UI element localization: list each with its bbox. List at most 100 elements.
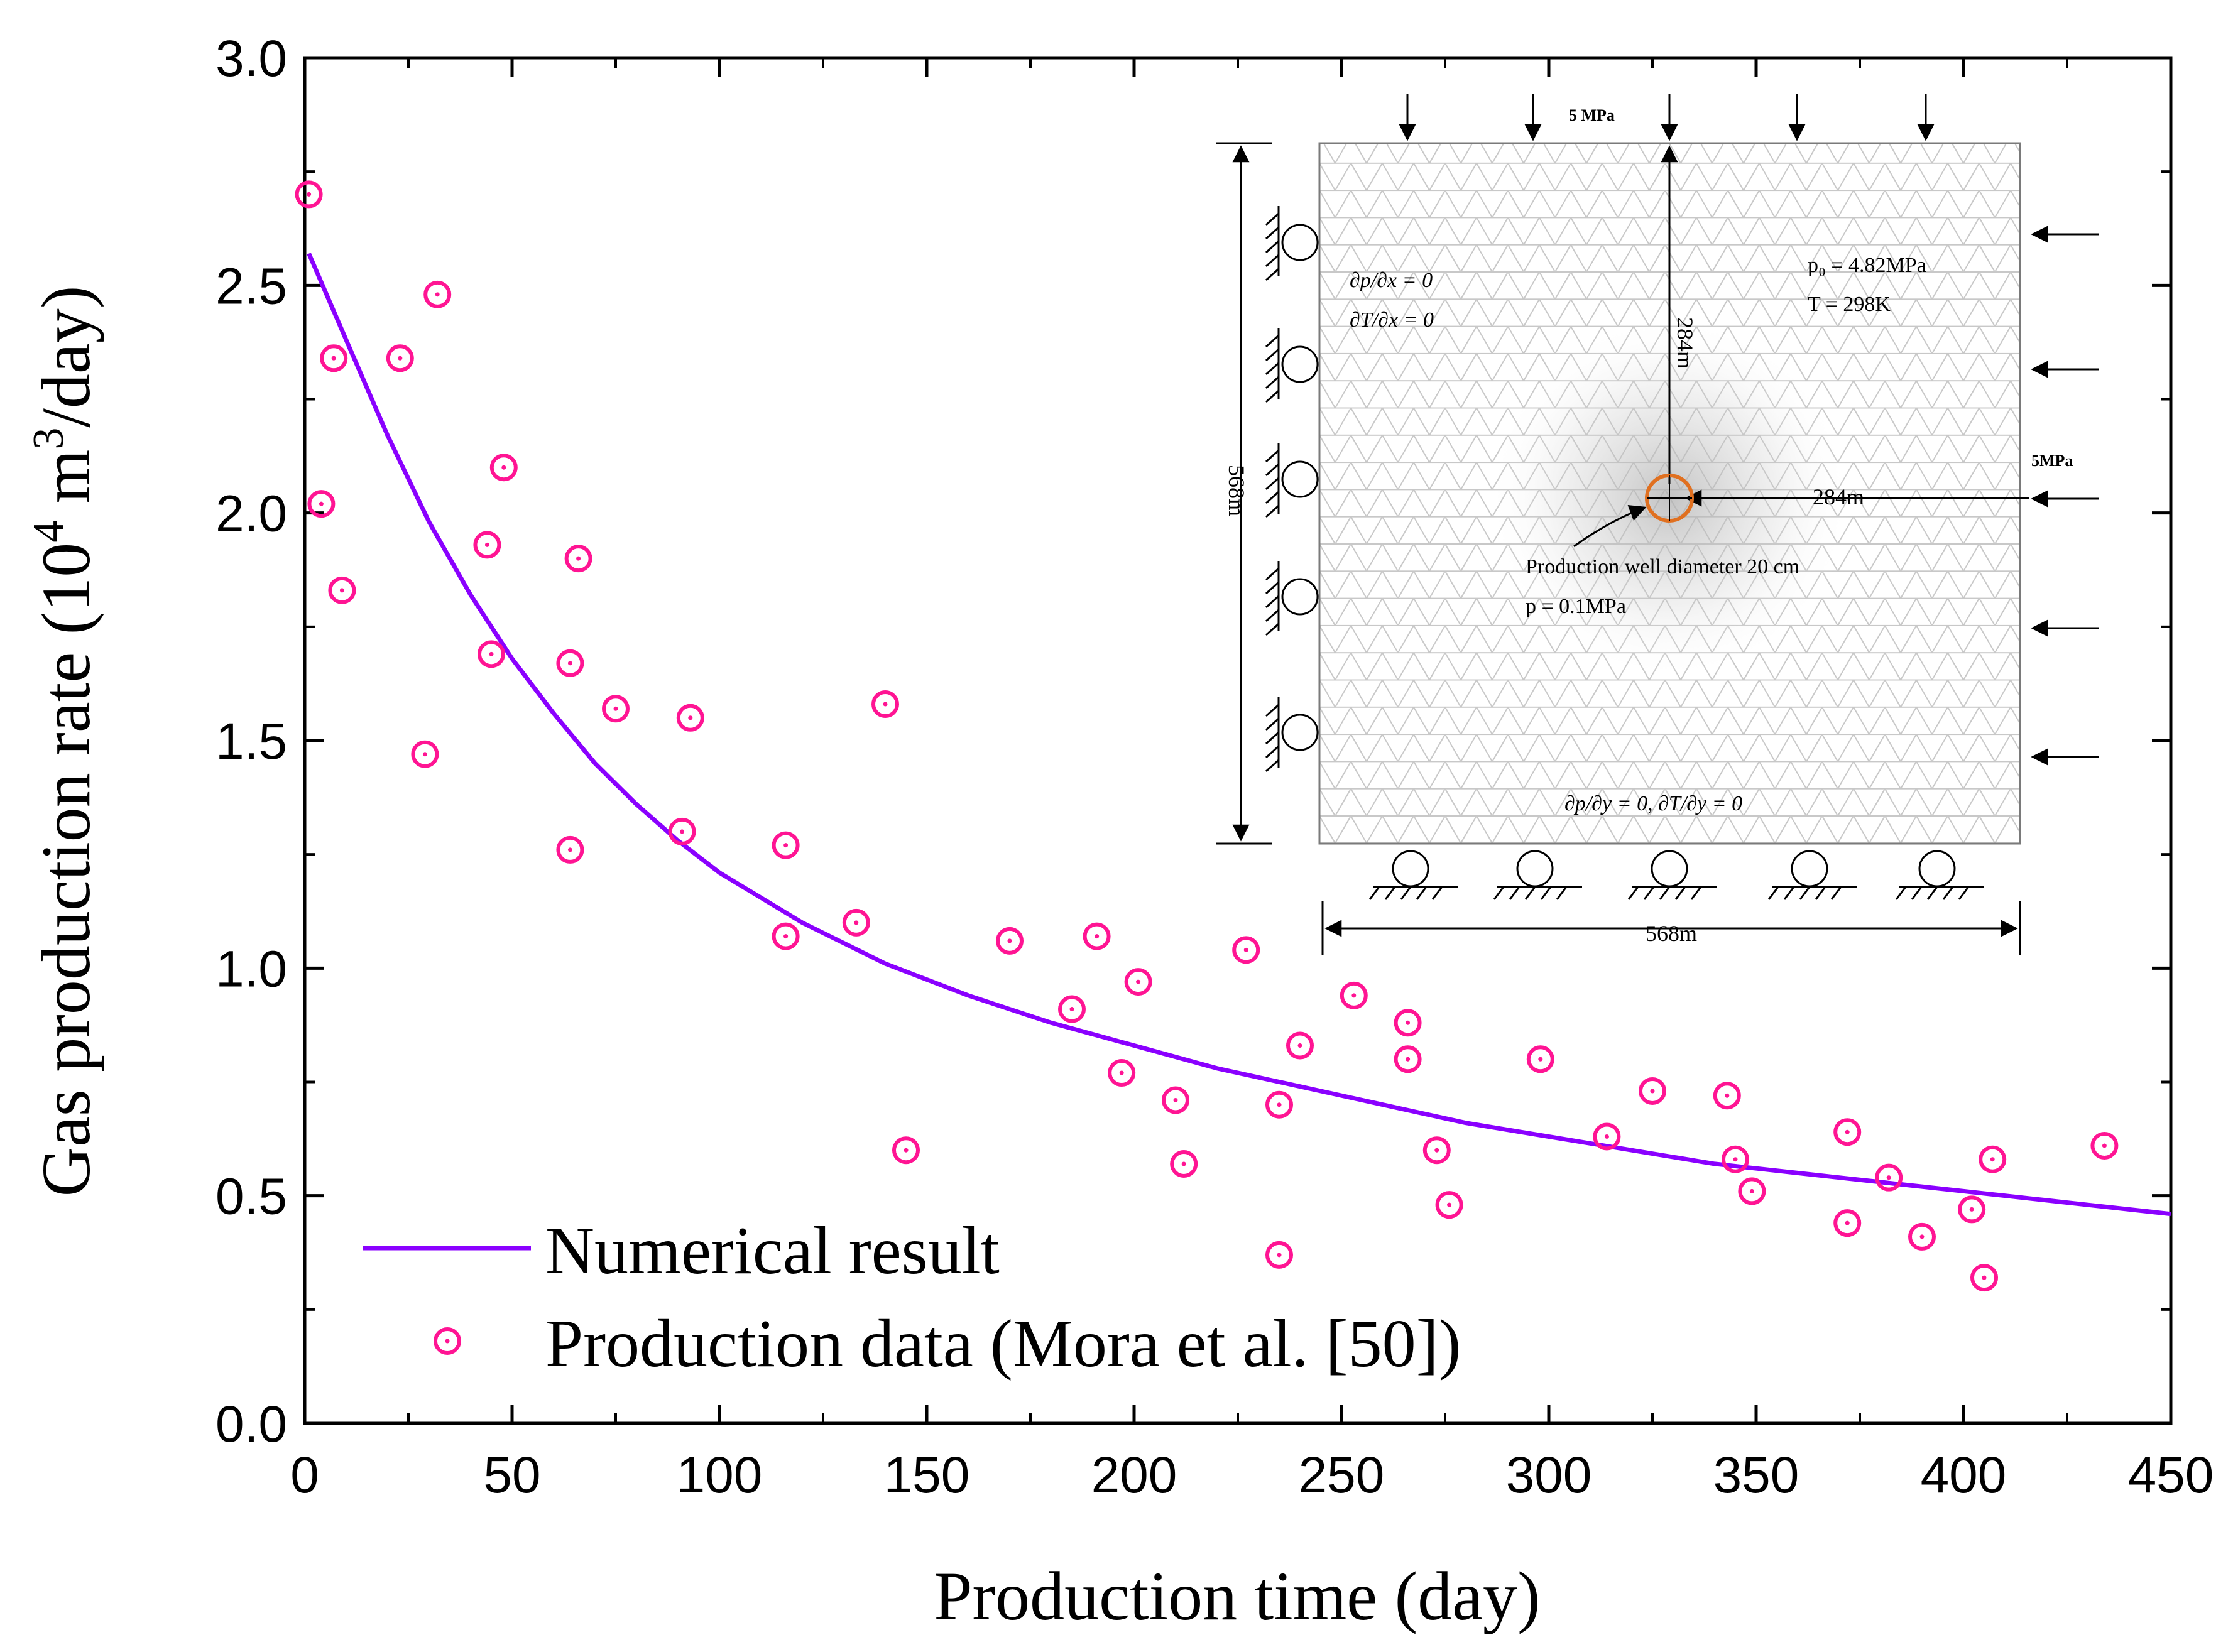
left-roller-supports [1265,206,1319,773]
data-point [1722,1145,1749,1173]
data-point [1265,1241,1293,1269]
x-axis-ticks [303,58,2173,1423]
data-point [996,927,1024,955]
legend-label-numerical: Numerical result [545,1214,1000,1288]
x-tick-label: 450 [2128,1447,2214,1504]
data-point [676,704,704,732]
production-data-markers [295,180,2119,1292]
y-tick-label: 0.5 [216,1168,287,1225]
data-point [668,817,696,845]
data-point [478,640,505,668]
y-tick-label: 1.0 [216,940,287,997]
data-point [295,180,323,209]
data-point [871,690,899,719]
data-point [842,908,870,937]
numerical-result-line [307,253,2171,1217]
data-point [1979,1145,2007,1173]
data-point [1083,922,1111,950]
initial-temperature: T = 298K [1808,293,1891,316]
data-point [1639,1077,1666,1105]
data-point [1058,995,1086,1023]
inset-half-height-label: 284m [1673,317,1698,369]
data-point [411,740,439,768]
well-pointer-arrow [1573,504,1647,548]
data-point [1394,1045,1422,1073]
data-point [556,649,584,677]
y-tick-label: 3.0 [216,30,287,87]
x-tick-label: 200 [1091,1447,1177,1504]
data-point [1593,1122,1621,1151]
data-point [1833,1209,1862,1237]
initial-pressure: p₀ = 4.82MPa [1808,254,1926,277]
legend: Numerical result Production data (Mora e… [363,1214,1461,1381]
well-description: Production well diameter 20 cm [1526,555,1799,579]
data-point [1232,936,1260,964]
y-tick-label: 2.0 [216,486,287,543]
x-tick-label: 50 [483,1447,540,1504]
y-tick-label: 0.0 [216,1396,287,1453]
bc-bottom: ∂p/∂y = 0, ∂T/∂y = 0 [1564,792,1742,815]
data-point [1958,1195,1986,1224]
data-point [1875,1163,1903,1192]
inset-full-height-label: 568m [1224,465,1249,516]
legend-marker-sample [434,1327,461,1355]
data-point [1340,981,1368,1009]
data-point [1526,1045,1554,1073]
data-point [1286,1031,1314,1060]
data-point [1124,968,1152,996]
data-point [320,344,348,372]
x-tick-label: 300 [1506,1447,1592,1504]
bc-left-temperature: ∂T/∂x = 0 [1350,308,1434,332]
data-point [1108,1059,1136,1087]
x-tick-label: 150 [884,1447,970,1504]
data-point [1422,1136,1451,1165]
x-tick-label: 400 [1921,1447,2007,1504]
y-axis-label: Gas production rate (104 m3/day) [25,286,104,1197]
data-point [772,922,800,950]
data-point [386,344,414,372]
data-point [1162,1086,1189,1114]
data-point [473,531,501,559]
y-tick-label: 1.5 [216,713,287,770]
x-axis-label: Production time (day) [934,1558,1540,1634]
dimension-lines [1216,142,2029,955]
inset-schematic: 5 MPa 5MPa [1197,88,2127,955]
data-point [307,490,336,518]
data-point [1713,1082,1741,1110]
right-load-label: 5MPa [2031,452,2073,470]
inset-full-width-label: 568m [1646,921,1697,946]
top-load-arrows [1399,94,1935,141]
x-tick-label: 350 [1713,1447,1799,1504]
x-tick-label: 0 [290,1447,319,1504]
data-point [1170,1149,1198,1178]
data-point [1833,1118,1862,1146]
top-load-label: 5 MPa [1569,106,1615,124]
right-load-arrows [2031,226,2099,766]
data-point [489,454,518,482]
legend-marker-point [434,1327,461,1355]
data-point [328,576,356,604]
x-tick-label: 250 [1299,1447,1385,1504]
legend-label-production: Production data (Mora et al. [50]) [545,1307,1461,1381]
data-point [564,545,592,573]
well-pressure: p = 0.1MPa [1526,595,1626,618]
x-tick-label: 100 [677,1447,763,1504]
data-point [1265,1090,1293,1119]
inset-half-width-label: 284m [1813,484,1864,509]
data-point [1738,1177,1766,1205]
data-point [772,831,800,859]
bottom-roller-supports [1368,850,1984,900]
data-point [1394,1009,1422,1037]
y-axis-tick-labels: 0.0 0.5 1.0 1.5 2.0 2.5 3.0 [216,30,287,1453]
data-point [1908,1222,1936,1251]
data-point [556,835,584,864]
data-point [1970,1264,1998,1292]
data-point [423,280,452,308]
data-point [1435,1191,1463,1219]
y-tick-label: 2.5 [216,258,287,315]
x-axis-tick-labels: 0 50 100 150 200 250 300 350 400 450 [290,1447,2214,1504]
data-point [2090,1131,2119,1160]
bc-left-pressure: ∂p/∂x = 0 [1350,269,1433,292]
data-point [602,695,630,723]
